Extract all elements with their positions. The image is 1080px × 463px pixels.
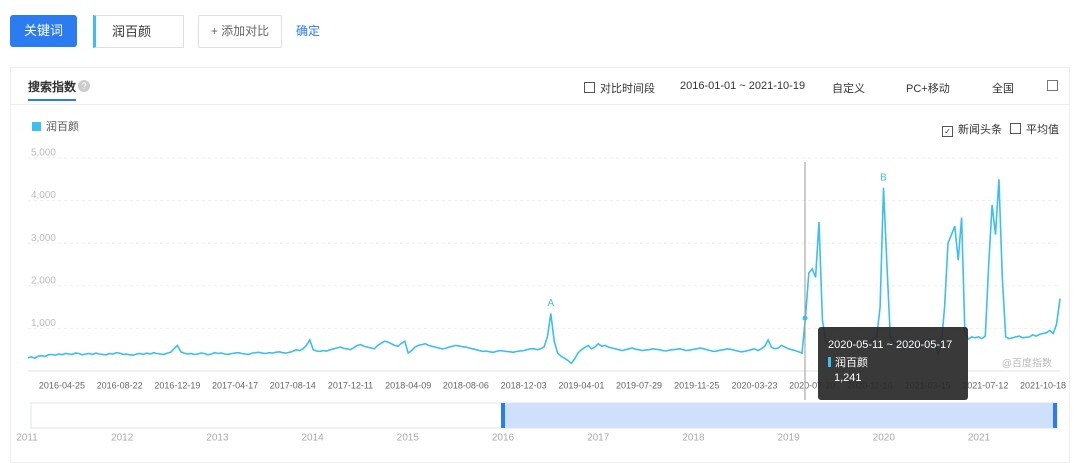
navigator-handle[interactable] bbox=[501, 403, 505, 428]
date-range[interactable]: 2016-01-01 ~ 2021-10-19 bbox=[680, 80, 806, 92]
navigator-year: 2021 bbox=[968, 433, 991, 444]
average-toggle[interactable]: 平均值 bbox=[1010, 121, 1059, 137]
legend-swatch bbox=[32, 122, 41, 131]
navigator-year: 2016 bbox=[492, 433, 515, 444]
region-dropdown[interactable]: 全国 bbox=[992, 83, 1014, 95]
x-tick-label: 2018-08-06 bbox=[443, 380, 489, 390]
tab[interactable]: 搜索指数 bbox=[28, 80, 77, 94]
y-tick-label: 5,000 bbox=[31, 148, 56, 159]
checkbox[interactable] bbox=[1010, 123, 1021, 134]
tooltip-period: 2020-05-11 ~ 2020-05-17 bbox=[828, 339, 952, 351]
y-tick-label: 3,000 bbox=[31, 233, 56, 244]
navigator-handle[interactable] bbox=[1053, 403, 1057, 428]
help-icon[interactable]: ? bbox=[78, 80, 90, 92]
compare-period-label: 对比时间段 bbox=[600, 83, 655, 95]
y-tick-label: 2,000 bbox=[31, 275, 56, 286]
tooltip-value: 1,241 bbox=[834, 372, 862, 384]
x-tick-label: 2017-08-14 bbox=[270, 380, 316, 390]
navigator-year: 2018 bbox=[682, 433, 705, 444]
average-label: 平均值 bbox=[1026, 124, 1059, 136]
compare-period[interactable]: 对比时间段 bbox=[584, 80, 655, 96]
keyword-input[interactable]: 润百颜 bbox=[93, 15, 184, 48]
checkbox-checked[interactable]: ✓ bbox=[942, 126, 953, 137]
line-series bbox=[27, 179, 1061, 365]
y-tick-label: 1,000 bbox=[31, 318, 56, 329]
x-tick-label: 2017-04-17 bbox=[212, 380, 258, 390]
x-tick-label: 2018-04-09 bbox=[385, 380, 431, 390]
watermark: @百度指数 bbox=[1002, 357, 1052, 370]
navigator-selection[interactable] bbox=[503, 403, 1057, 428]
tooltip-box bbox=[818, 327, 968, 400]
legend-label: 润百颜 bbox=[46, 119, 79, 133]
x-tick-label: 2016-12-19 bbox=[154, 380, 200, 390]
x-tick-label: 2020-07-20 bbox=[789, 380, 835, 390]
hover-point bbox=[802, 315, 808, 321]
tooltip-swatch bbox=[828, 357, 831, 367]
x-tick-label: 2019-11-25 bbox=[674, 380, 719, 390]
navigator-year: 2013 bbox=[206, 433, 229, 444]
navigator-year: 2014 bbox=[301, 433, 324, 444]
x-tick-label: 2018-12-03 bbox=[501, 380, 547, 390]
add-compare-button[interactable]: + 添加对比 bbox=[198, 15, 282, 48]
device-dropdown[interactable]: PC+移动 bbox=[906, 83, 950, 95]
navigator-year: 2012 bbox=[111, 433, 134, 444]
x-tick-label: 2019-04-01 bbox=[558, 380, 604, 390]
x-tick-label: 2020-03-23 bbox=[731, 380, 777, 390]
divider bbox=[11, 104, 1069, 105]
navigator-year: 2015 bbox=[397, 433, 420, 444]
x-tick-label: 2021-10-18 bbox=[1020, 380, 1066, 390]
navigator-year: 2019 bbox=[777, 433, 800, 444]
x-tick-label: 2017-12-11 bbox=[328, 380, 373, 390]
y-tick-label: 4,000 bbox=[31, 190, 56, 201]
x-tick-label: 2021-07-12 bbox=[962, 380, 1008, 390]
news-label: 新闻头条 bbox=[958, 124, 1002, 136]
x-tick-label: 2019-07-29 bbox=[616, 380, 662, 390]
confirm-link[interactable]: 确定 bbox=[296, 24, 321, 38]
navigator-year: 2020 bbox=[873, 433, 896, 444]
tab-underline bbox=[28, 99, 76, 101]
tooltip-series: 润百颜 bbox=[835, 355, 868, 369]
navigator-year: 2017 bbox=[587, 433, 610, 444]
export-icon[interactable] bbox=[1047, 80, 1058, 91]
x-tick-label: 2016-04-25 bbox=[39, 380, 85, 390]
checkbox[interactable] bbox=[584, 82, 595, 93]
news-toggle[interactable]: ✓ 新闻头条 bbox=[942, 121, 1002, 137]
annotation: A bbox=[547, 298, 554, 309]
navigator-year: 2011 bbox=[16, 433, 38, 444]
keyword-button[interactable]: 关键词 bbox=[10, 15, 77, 47]
custom-dropdown[interactable]: 自定义 bbox=[832, 83, 865, 95]
annotation: B bbox=[880, 172, 887, 183]
x-tick-label: 2016-08-22 bbox=[97, 380, 143, 390]
